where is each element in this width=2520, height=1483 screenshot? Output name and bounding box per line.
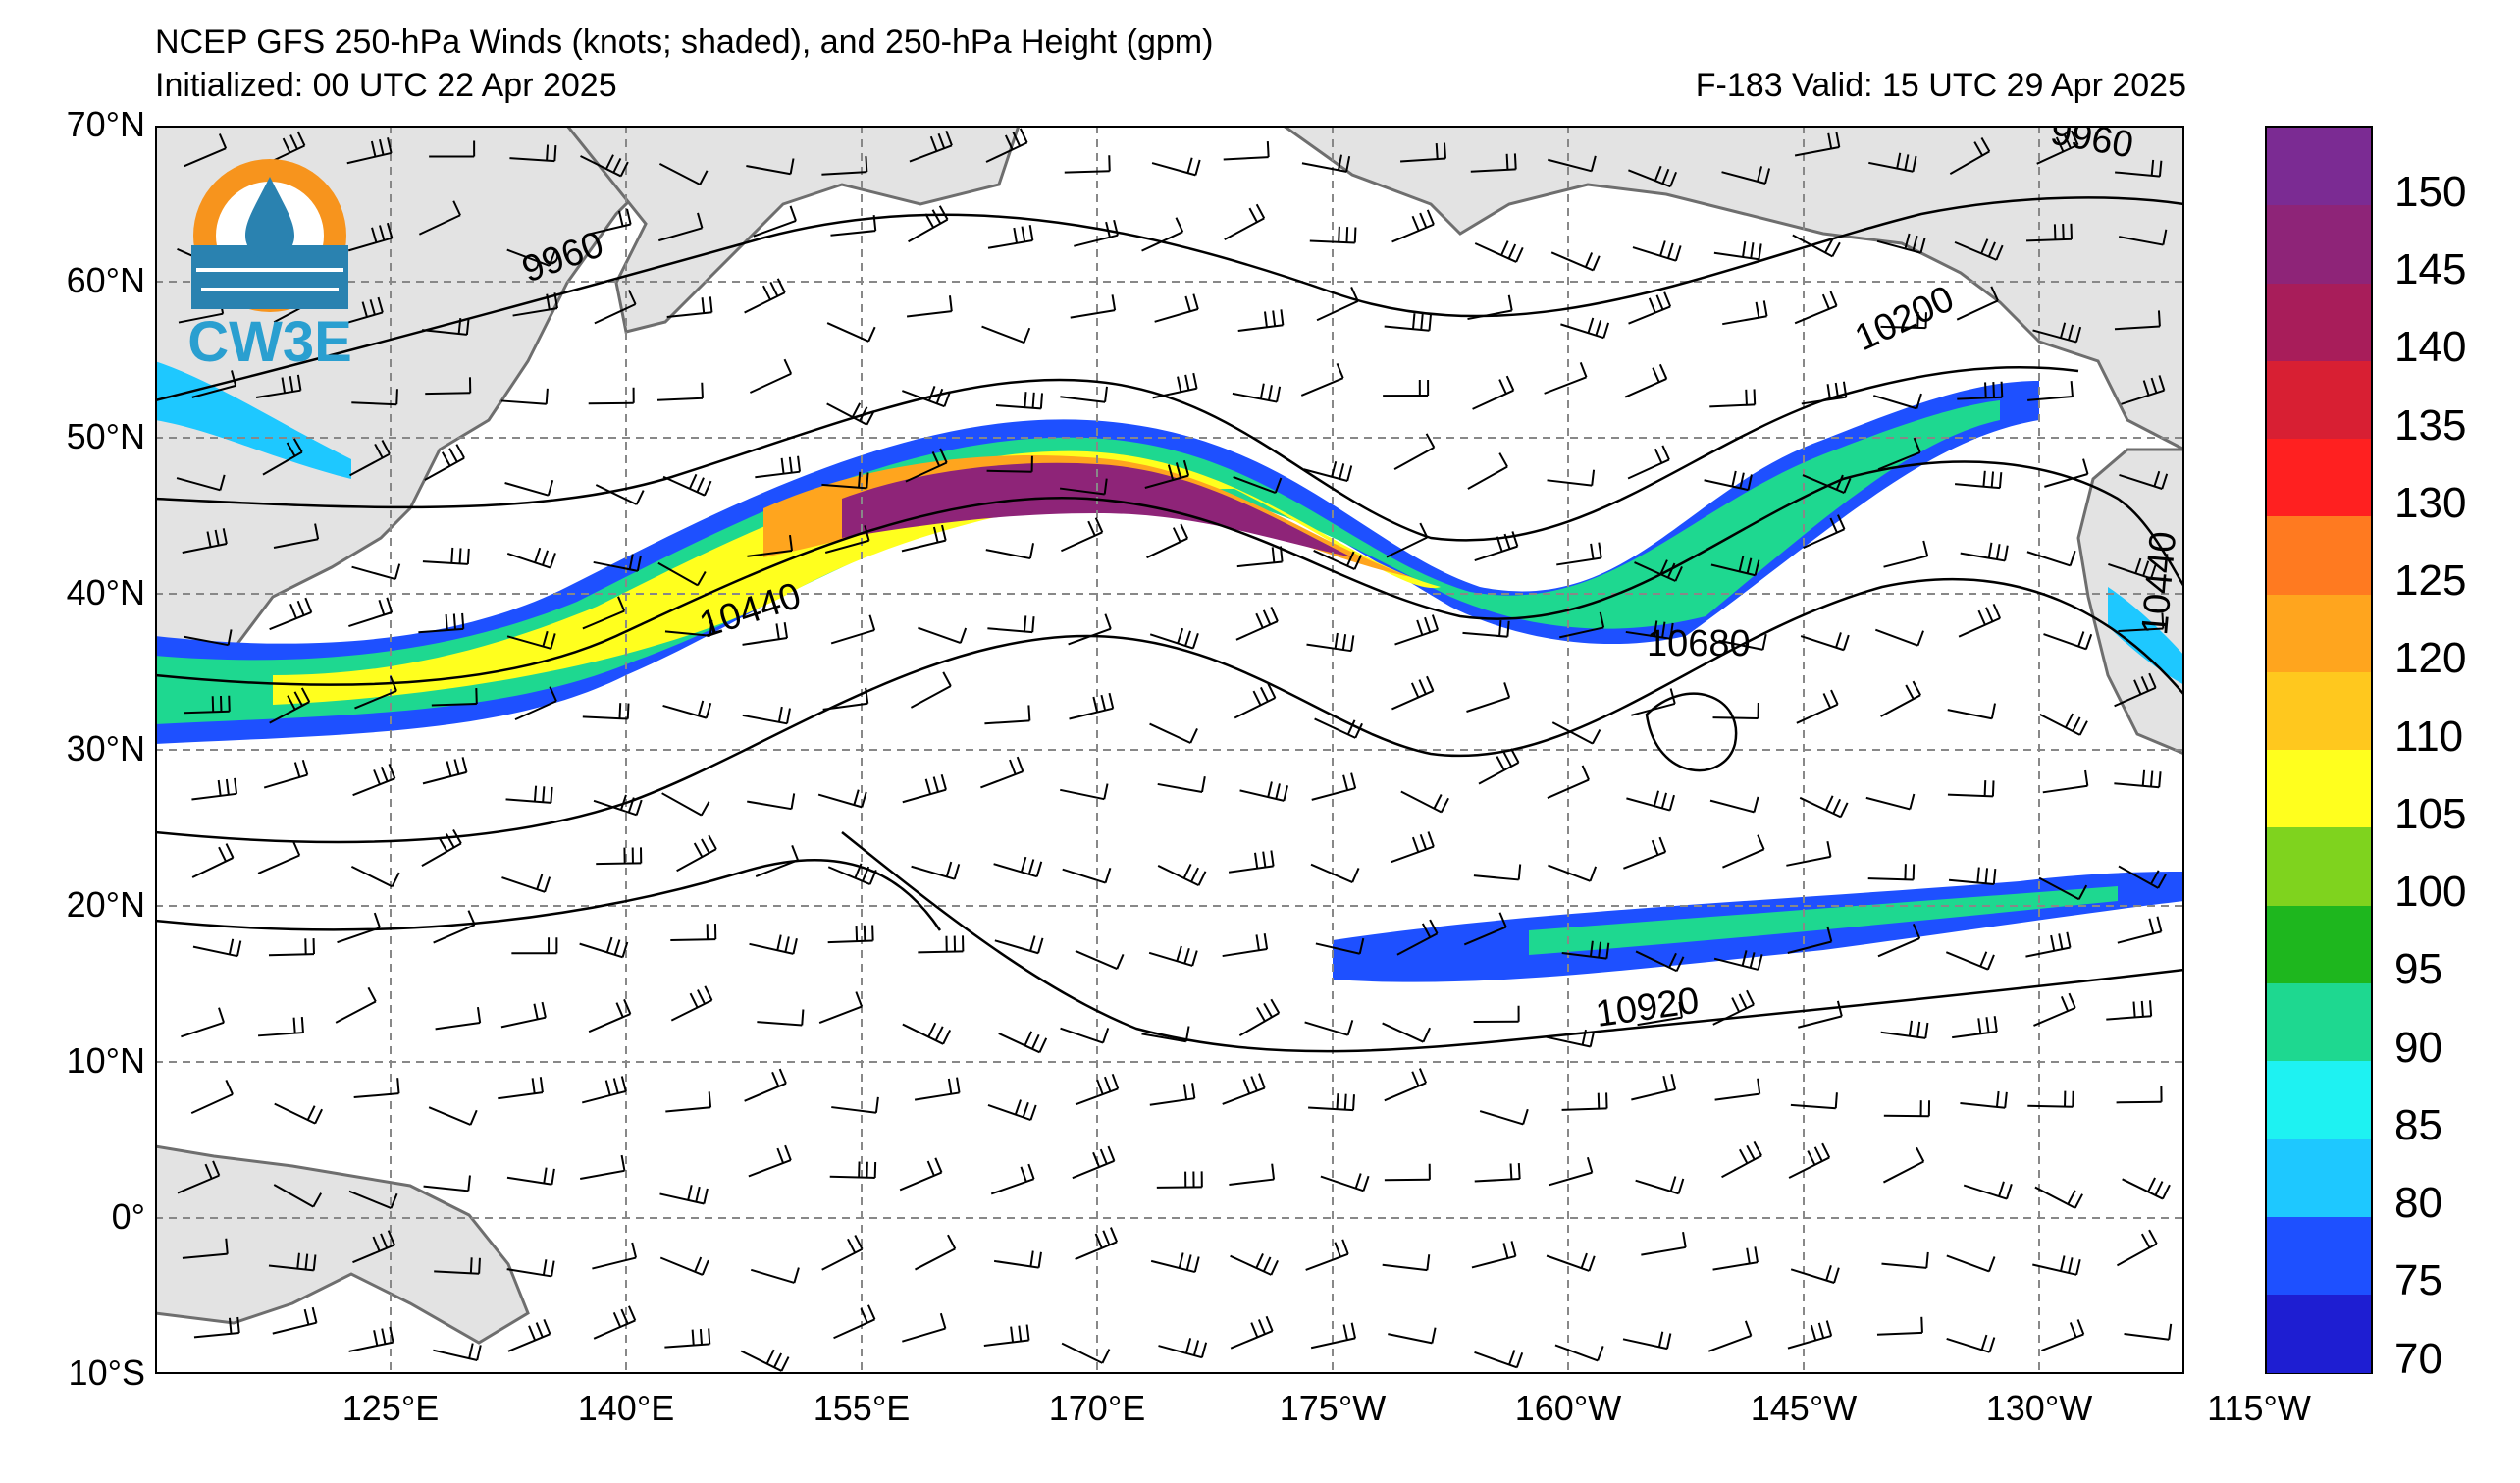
colorbar-segment — [2267, 594, 2371, 673]
lat-label: 10°N — [66, 1040, 145, 1081]
colorbar-segment — [2267, 1139, 2371, 1218]
colorbar-tick: 80 — [2394, 1179, 2442, 1228]
lon-label: 170°E — [1048, 1388, 1146, 1428]
lon-label: 125°E — [341, 1388, 440, 1428]
colorbar-tick: 150 — [2394, 167, 2467, 216]
colorbar-tick: 100 — [2394, 868, 2467, 917]
wind-barbs — [176, 128, 2173, 1372]
colorbar-tick: 140 — [2394, 323, 2467, 372]
map-frame — [155, 126, 2184, 1374]
colorbar-tick: 105 — [2394, 789, 2467, 838]
colorbar-tick: 110 — [2394, 712, 2464, 761]
lon-label: 130°W — [1985, 1388, 2093, 1428]
lon-label: 155°E — [813, 1388, 911, 1428]
lon-label: 115°W — [2207, 1388, 2311, 1428]
initialized-time: Initialized: 00 UTC 22 Apr 2025 — [155, 67, 617, 104]
contour-9960 — [155, 196, 2184, 402]
height-contours — [155, 196, 2184, 1053]
jet-band-105kt — [273, 450, 1441, 705]
contour-10680 — [155, 577, 2184, 844]
lat-label: 0° — [111, 1196, 145, 1237]
lon-label: 145°W — [1750, 1388, 1858, 1428]
lat-label: 60°N — [66, 260, 145, 300]
colorbar-segment — [2267, 439, 2371, 518]
lat-label: 20°N — [66, 884, 145, 925]
colorbar-tick: 95 — [2394, 945, 2442, 994]
colorbar-tick: 85 — [2394, 1100, 2442, 1149]
lat-label: 70°N — [66, 104, 145, 144]
colorbar-tick: 90 — [2394, 1023, 2442, 1072]
colorbar-segment — [2267, 516, 2371, 596]
lat-label: 40°N — [66, 572, 145, 612]
colorbar-segment — [2267, 283, 2371, 362]
colorbar-segment — [2267, 1061, 2371, 1140]
colorbar-tick: 135 — [2394, 400, 2467, 450]
colorbar-tick: 125 — [2394, 556, 2467, 606]
water-drop-icon — [245, 177, 294, 260]
colorbar-tick: 120 — [2394, 634, 2467, 683]
lon-label: 160°W — [1514, 1388, 1622, 1428]
colorbar-segment — [2267, 360, 2371, 440]
subtropical-jet-core — [1529, 886, 2118, 955]
colorbar-tick: 70 — [2394, 1334, 2442, 1383]
colorbar-segment — [2267, 1216, 2371, 1296]
colorbar-segment — [2267, 1294, 2371, 1373]
lon-label: 175°W — [1279, 1388, 1387, 1428]
wind-speed-shading — [155, 361, 2184, 982]
lat-label: 50°N — [66, 416, 145, 456]
contour-10440 — [155, 460, 2184, 686]
colorbar-tick: 75 — [2394, 1256, 2442, 1305]
maritime-continent — [155, 1144, 530, 1345]
wind-speed-colorbar — [2265, 126, 2373, 1374]
contour-label-10920: 10920 — [1593, 980, 1701, 1035]
contour-10920 — [841, 831, 2184, 1053]
lon-label: 140°E — [577, 1388, 675, 1428]
map-panel: 9960 9960 10200 10440 10440 10680 10920 — [155, 126, 2184, 1374]
colorbar-segment — [2267, 982, 2371, 1062]
contour-10680-closed — [1645, 692, 1738, 772]
contour-label-10200: 10200 — [1849, 278, 1961, 359]
lat-label: 30°N — [66, 728, 145, 768]
valid-time: F-183 Valid: 15 UTC 29 Apr 2025 — [1695, 67, 2186, 104]
contour-label-10440-east: 10440 — [2134, 530, 2184, 637]
colorbar-tick: 130 — [2394, 478, 2467, 527]
north-america-coast — [2076, 448, 2184, 756]
jet-band-east-pacific — [2108, 587, 2184, 685]
logo-text: CW3E — [187, 310, 352, 373]
cw3e-logo: CW3E — [187, 159, 352, 373]
colorbar-segment — [2267, 205, 2371, 285]
colorbar-tick: 145 — [2394, 245, 2467, 294]
contour-10920-b — [155, 859, 942, 931]
colorbar-segment — [2267, 827, 2371, 907]
jet-core-140kt — [842, 462, 1352, 557]
lat-lon-gridlines — [155, 126, 2184, 1374]
colorbar-segment — [2267, 128, 2371, 207]
jet-band-west-pacific — [155, 361, 351, 479]
lat-label: 10°S — [68, 1352, 145, 1393]
colorbar-segment — [2267, 905, 2371, 984]
map-title: NCEP GFS 250-hPa Winds (knots; shaded), … — [155, 24, 1214, 61]
colorbar-segment — [2267, 671, 2371, 751]
colorbar-segment — [2267, 750, 2371, 829]
